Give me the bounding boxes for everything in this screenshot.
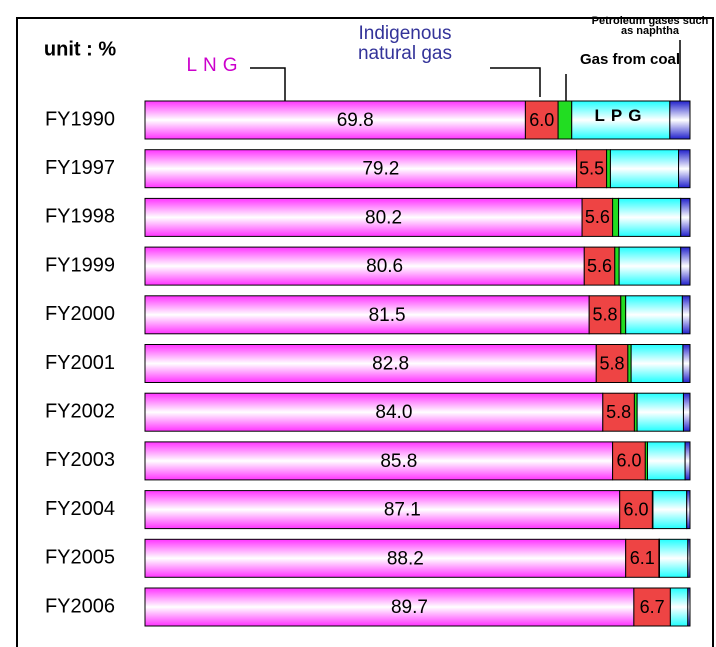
bar-segment: [678, 149, 691, 189]
data-label: 5.8: [606, 402, 631, 422]
bar-segment: [686, 490, 691, 530]
bar-segment: [669, 100, 691, 140]
bar-segment: [576, 149, 608, 189]
bar-segment: [602, 392, 635, 432]
y-tick-label: FY2002: [45, 400, 115, 422]
bar-segment: [669, 587, 689, 627]
legend-label: Gas from coal: [579, 51, 681, 68]
data-label: 5.5: [579, 158, 604, 178]
leader-line: [490, 67, 541, 97]
data-label: 6.0: [624, 499, 649, 519]
bar-segment: [571, 100, 671, 140]
bar-segment: [630, 344, 684, 383]
y-tick-label: FY1999: [45, 254, 115, 276]
unit-label: unit : %: [44, 38, 116, 60]
y-tick-label: FY2005: [45, 547, 115, 569]
bar-segment: [588, 295, 622, 335]
data-label: 6.7: [640, 597, 665, 617]
bar-segment: [612, 441, 646, 481]
bar-segment: [144, 295, 590, 335]
bar-segment: [682, 344, 691, 383]
y-tick-label: FY1997: [45, 157, 115, 179]
bar-segment: [682, 392, 691, 432]
bar-segment: [144, 538, 627, 578]
bar-segment: [620, 295, 627, 335]
bar-segment: [636, 392, 684, 432]
bar-segment: [680, 246, 691, 286]
data-label: 88.2: [387, 548, 424, 569]
y-tick-label: FY2006: [45, 595, 115, 617]
leader-line: [250, 67, 286, 115]
bar-segment: [646, 441, 686, 481]
y-tick-label: FY2000: [45, 303, 115, 325]
data-label: 84.0: [375, 402, 412, 423]
y-tick-label: FY1990: [45, 108, 115, 130]
bar-segment: [687, 587, 691, 627]
data-label: 85.8: [380, 451, 417, 472]
data-label: 6.1: [630, 548, 655, 568]
data-label: 5.8: [600, 353, 625, 373]
data-label: 6.0: [616, 451, 641, 471]
bar-segment: [144, 392, 604, 432]
bar-segment: [625, 295, 683, 335]
bar-segment: [652, 490, 688, 530]
bar-segment: [633, 587, 671, 627]
legend-label: Indigenous natural gas: [357, 23, 452, 64]
bar-segment: [687, 538, 691, 578]
bar-segment: [612, 197, 620, 237]
bar-segment: [144, 344, 597, 383]
bar-segment: [144, 100, 526, 140]
data-label: 82.8: [372, 354, 409, 375]
bar-segment: [144, 587, 635, 627]
y-tick-label: FY2001: [45, 352, 115, 374]
bar-segment: [557, 100, 573, 140]
bar-segment: [581, 197, 614, 237]
bar-segment: [681, 295, 691, 335]
bar-segment: [680, 197, 691, 237]
frame: [16, 17, 714, 647]
bar-segment: [524, 100, 559, 140]
legend-label: LNG: [186, 55, 244, 76]
data-label: 5.8: [592, 305, 617, 325]
data-label: 87.1: [384, 500, 421, 521]
bar-segment: [144, 441, 614, 481]
data-label: 80.2: [365, 207, 402, 228]
bar-segment: [144, 490, 621, 530]
data-label: 80.6: [366, 256, 403, 277]
legend-label: LPG: [594, 106, 648, 125]
data-label: 5.6: [585, 207, 610, 227]
bar-segment: [619, 490, 653, 530]
y-tick-label: FY1998: [45, 206, 115, 228]
legend-label: Petroleum gases such as naphtha: [591, 15, 709, 38]
bar-segment: [684, 441, 691, 481]
bar-segment: [618, 246, 682, 286]
data-label: 69.8: [337, 110, 374, 131]
data-label: 89.7: [391, 597, 428, 618]
data-label: 6.0: [529, 110, 554, 130]
bar-segment: [144, 197, 583, 237]
bar-segment: [606, 149, 611, 189]
data-label: 81.5: [369, 305, 406, 326]
bar-segment: [614, 246, 620, 286]
bar-segment: [144, 246, 585, 286]
bar-segment: [144, 149, 578, 189]
y-tick-label: FY2003: [45, 449, 115, 471]
data-label: 79.2: [362, 159, 399, 180]
bar-segment: [609, 149, 680, 189]
data-label: 5.6: [587, 256, 612, 276]
bar-segment: [618, 197, 682, 237]
bar-segment: [658, 538, 689, 578]
y-tick-label: FY2004: [45, 498, 115, 520]
